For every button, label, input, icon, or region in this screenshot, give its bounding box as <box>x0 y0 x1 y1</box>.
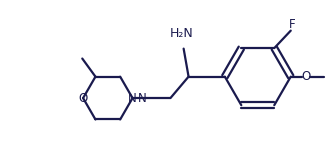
Text: H₂N: H₂N <box>170 27 194 40</box>
Text: N: N <box>128 92 137 105</box>
Text: N: N <box>138 92 147 105</box>
Text: O: O <box>78 92 88 105</box>
Text: O: O <box>301 70 310 83</box>
Text: F: F <box>289 18 296 31</box>
